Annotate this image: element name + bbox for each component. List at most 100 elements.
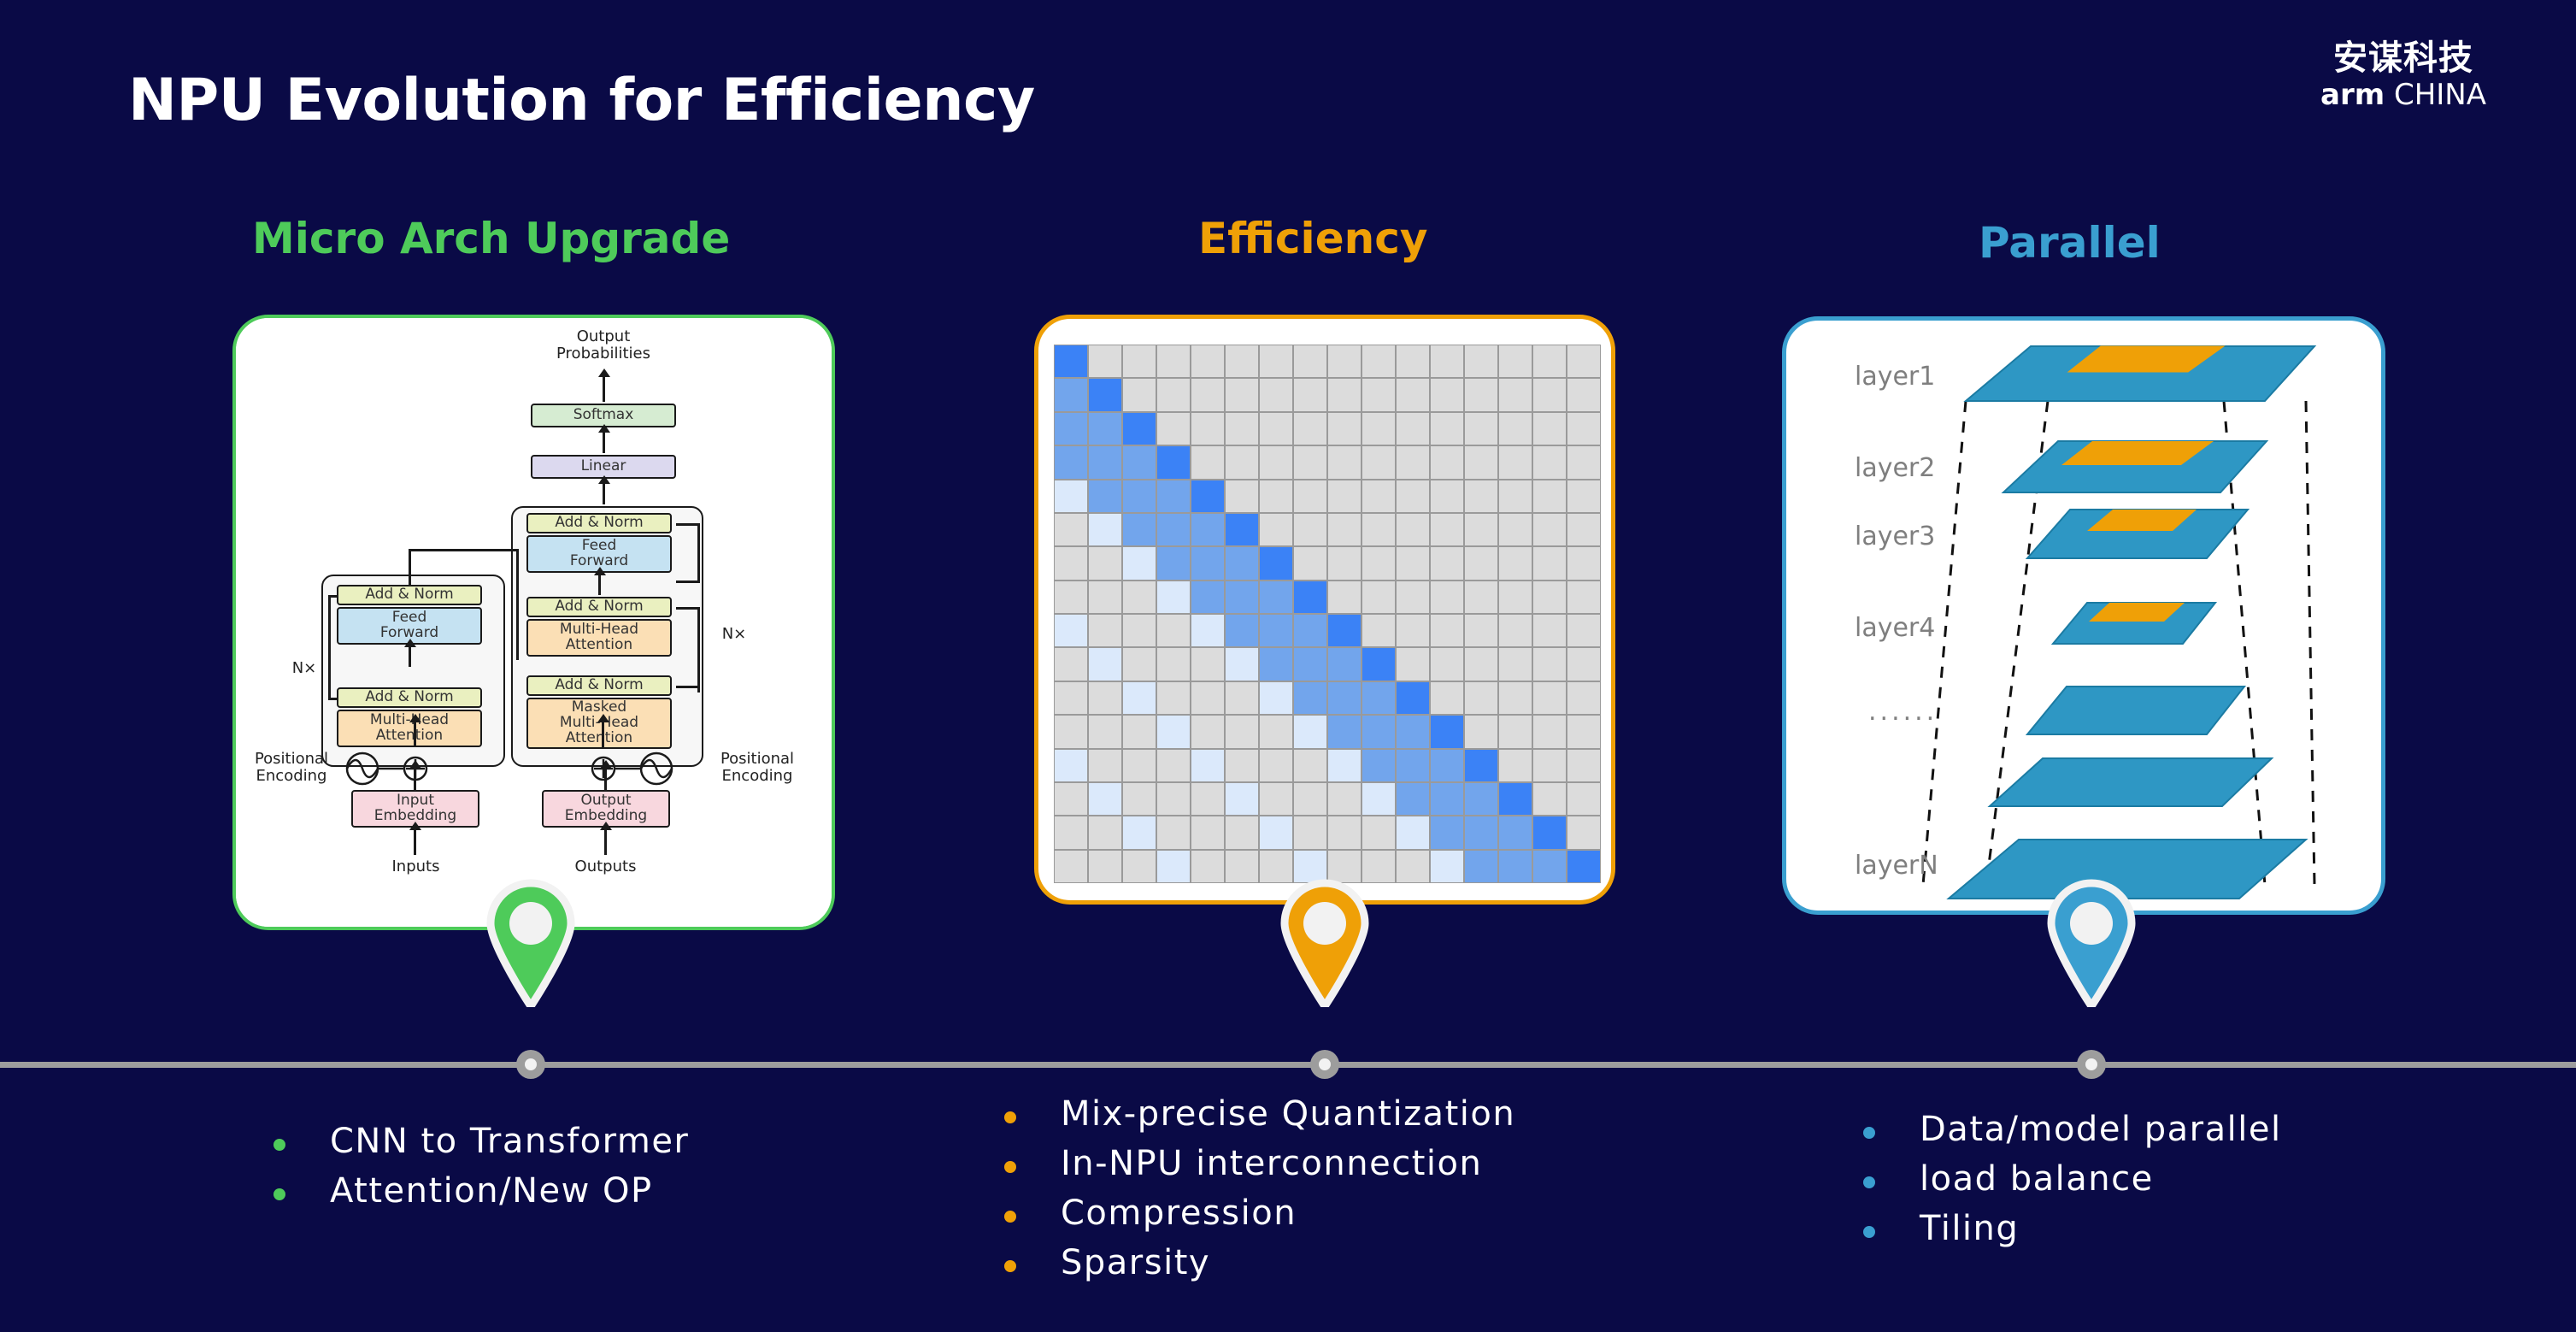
matrix-cell bbox=[1498, 345, 1532, 379]
matrix-cell bbox=[1464, 512, 1498, 547]
matrix-cell bbox=[1191, 715, 1225, 749]
bullet-dot-icon bbox=[1863, 1127, 1875, 1139]
matrix-cell bbox=[1225, 614, 1259, 648]
sparse-attention-matrix bbox=[1054, 345, 1601, 883]
matrix-cell bbox=[1498, 849, 1532, 883]
matrix-cell bbox=[1396, 748, 1430, 782]
logo-arm-text: arm bbox=[2320, 78, 2385, 112]
bullet-item: CNN to Transformer bbox=[273, 1122, 689, 1161]
bullet-item: Mix-precise Quantization bbox=[1004, 1094, 1515, 1134]
matrix-cell bbox=[1396, 512, 1430, 547]
matrix-cell bbox=[1532, 849, 1567, 883]
timeline-marker-efficiency[interactable] bbox=[1310, 1050, 1339, 1079]
matrix-cell bbox=[1430, 647, 1464, 681]
matrix-cell bbox=[1191, 345, 1225, 379]
matrix-cell bbox=[1156, 748, 1191, 782]
matrix-cell bbox=[1054, 681, 1088, 716]
card-micro-arch: Output Probabilities Softmax Linear Add … bbox=[232, 315, 835, 930]
matrix-cell bbox=[1567, 512, 1601, 547]
matrix-cell bbox=[1464, 479, 1498, 513]
matrix-cell bbox=[1054, 411, 1088, 446]
matrix-cell bbox=[1327, 849, 1362, 883]
matrix-cell bbox=[1293, 781, 1327, 816]
bullet-item: In-NPU interconnection bbox=[1004, 1144, 1515, 1183]
bullet-list-parallel: Data/model parallel load balance Tiling bbox=[1863, 1110, 2282, 1258]
matrix-cell bbox=[1498, 580, 1532, 614]
matrix-cell bbox=[1498, 512, 1532, 547]
matrix-cell bbox=[1088, 479, 1122, 513]
arrow-outputs bbox=[604, 829, 607, 855]
matrix-cell bbox=[1293, 345, 1327, 379]
matrix-cell bbox=[1191, 748, 1225, 782]
matrix-cell bbox=[1430, 345, 1464, 379]
matrix-cell bbox=[1122, 816, 1156, 850]
matrix-cell bbox=[1498, 445, 1532, 480]
column-header-parallel: Parallel bbox=[1979, 218, 2161, 268]
matrix-cell bbox=[1156, 479, 1191, 513]
matrix-cell bbox=[1396, 411, 1430, 446]
residual-line bbox=[697, 523, 700, 583]
matrix-cell bbox=[1362, 445, 1396, 480]
matrix-cell bbox=[1054, 647, 1088, 681]
matrix-cell bbox=[1156, 378, 1191, 412]
matrix-cell bbox=[1396, 580, 1430, 614]
matrix-cell bbox=[1054, 849, 1088, 883]
map-pin-micro-arch[interactable] bbox=[484, 879, 578, 1007]
matrix-cell bbox=[1430, 479, 1464, 513]
timeline-marker-parallel[interactable] bbox=[2077, 1050, 2106, 1079]
timeline-marker-micro-arch[interactable] bbox=[516, 1050, 545, 1079]
matrix-cell bbox=[1054, 479, 1088, 513]
matrix-cell bbox=[1259, 479, 1293, 513]
map-pin-parallel[interactable] bbox=[2044, 879, 2138, 1007]
matrix-cell bbox=[1362, 580, 1396, 614]
bullet-item: Data/model parallel bbox=[1863, 1110, 2282, 1149]
matrix-cell bbox=[1088, 849, 1122, 883]
matrix-cell bbox=[1362, 748, 1396, 782]
matrix-cell bbox=[1156, 512, 1191, 547]
bullet-dot-icon bbox=[1863, 1176, 1875, 1188]
decoder-nx-label: N× bbox=[721, 625, 747, 643]
parallel-layer-label-n: layerN bbox=[1855, 851, 1938, 881]
matrix-cell bbox=[1327, 512, 1362, 547]
matrix-cell bbox=[1532, 411, 1567, 446]
matrix-cell bbox=[1464, 614, 1498, 648]
matrix-cell bbox=[1122, 411, 1156, 446]
matrix-cell bbox=[1532, 614, 1567, 648]
arrow-encoder-ff bbox=[409, 646, 411, 667]
matrix-cell bbox=[1532, 715, 1567, 749]
bullet-label: Data/model parallel bbox=[1920, 1110, 2282, 1149]
matrix-cell bbox=[1464, 647, 1498, 681]
matrix-cell bbox=[1225, 445, 1259, 480]
matrix-cell bbox=[1191, 479, 1225, 513]
decoder-masked-multi-head-attention: Masked Multi-Head Attention bbox=[526, 698, 672, 749]
bullet-list-micro-arch: CNN to Transformer Attention/New OP bbox=[273, 1122, 689, 1221]
matrix-cell bbox=[1567, 849, 1601, 883]
matrix-cell bbox=[1396, 479, 1430, 513]
matrix-cell bbox=[1567, 647, 1601, 681]
matrix-cell bbox=[1567, 378, 1601, 412]
matrix-cell bbox=[1362, 816, 1396, 850]
matrix-cell bbox=[1327, 647, 1362, 681]
matrix-cell bbox=[1464, 345, 1498, 379]
matrix-cell bbox=[1191, 512, 1225, 547]
matrix-cell bbox=[1567, 715, 1601, 749]
matrix-cell bbox=[1498, 681, 1532, 716]
positional-encoding-symbol-right bbox=[591, 751, 673, 786]
cross-attention-line bbox=[409, 549, 411, 586]
map-pin-efficiency[interactable] bbox=[1278, 879, 1372, 1007]
matrix-cell bbox=[1122, 345, 1156, 379]
matrix-cell bbox=[1122, 781, 1156, 816]
matrix-cell bbox=[1362, 849, 1396, 883]
matrix-cell bbox=[1293, 647, 1327, 681]
arrow-input-emb bbox=[414, 768, 416, 790]
matrix-cell bbox=[1088, 614, 1122, 648]
matrix-cell bbox=[1532, 681, 1567, 716]
matrix-cell bbox=[1088, 748, 1122, 782]
decoder-positional-encoding-label: Positional Encoding bbox=[720, 750, 795, 786]
matrix-cell bbox=[1054, 345, 1088, 379]
positional-encoding-symbol-left bbox=[345, 751, 428, 786]
arrow-inputs bbox=[414, 829, 416, 855]
matrix-cell bbox=[1225, 715, 1259, 749]
matrix-cell bbox=[1498, 479, 1532, 513]
matrix-cell bbox=[1225, 378, 1259, 412]
